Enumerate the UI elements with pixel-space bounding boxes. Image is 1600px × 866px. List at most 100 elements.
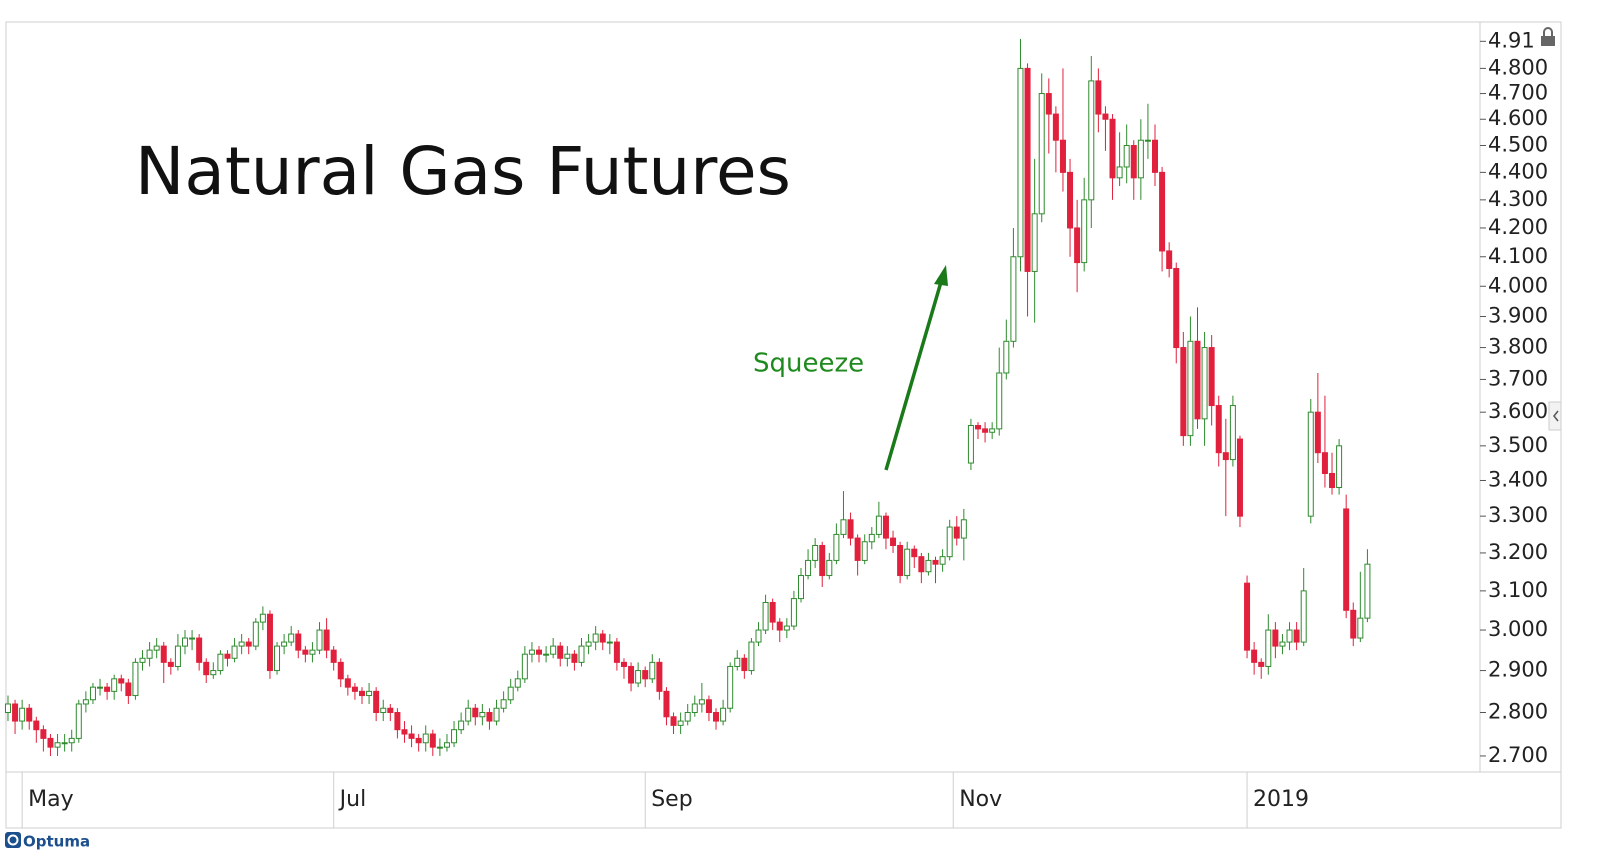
candle-body xyxy=(762,601,769,631)
candle-body xyxy=(1031,213,1038,272)
candle-body xyxy=(528,649,535,655)
candle-body xyxy=(741,657,748,672)
candle-body xyxy=(443,742,450,748)
collapse-tab xyxy=(1548,401,1562,431)
candle-body xyxy=(847,519,854,539)
candle-body xyxy=(1321,452,1328,474)
candle-body xyxy=(394,711,401,731)
logo xyxy=(5,832,21,848)
candle-body xyxy=(677,720,684,726)
candle-body xyxy=(1038,93,1045,215)
y-tick-label: 3.800 xyxy=(1488,335,1548,359)
candle-body xyxy=(4,703,11,713)
candle-body xyxy=(47,737,54,748)
candle-body xyxy=(698,699,705,705)
candle-body xyxy=(727,665,734,709)
candle-body xyxy=(1045,93,1052,115)
candle-body xyxy=(1343,508,1350,611)
candle-body xyxy=(160,645,167,663)
candle-body xyxy=(797,575,804,600)
candle-body xyxy=(302,649,309,655)
candle-body xyxy=(1059,139,1066,173)
candle-body xyxy=(323,629,330,651)
candle-body xyxy=(585,641,592,647)
candle-body xyxy=(210,670,217,676)
candle-body xyxy=(33,720,40,731)
candle-body xyxy=(203,661,210,676)
candle-body xyxy=(1307,411,1314,517)
candle-body xyxy=(196,637,203,663)
candle-body xyxy=(288,633,295,643)
candle-body xyxy=(167,661,174,667)
candle-body xyxy=(989,428,996,433)
candle-body xyxy=(408,733,415,739)
candle-body xyxy=(1003,340,1010,374)
candle-body xyxy=(1286,629,1293,643)
arrow xyxy=(884,265,948,471)
candle-body xyxy=(1144,139,1151,142)
candle-body xyxy=(705,699,712,713)
candle-body xyxy=(1017,67,1024,258)
y-tick-label: 2.700 xyxy=(1488,743,1548,767)
candle-body xyxy=(967,425,974,464)
candle-body xyxy=(1109,118,1116,179)
candle-body xyxy=(932,559,939,565)
candle-body xyxy=(125,682,132,697)
x-tick-label: May xyxy=(28,787,73,812)
candle-body xyxy=(1300,590,1307,643)
candle-body xyxy=(146,649,153,659)
candle-body xyxy=(153,645,160,651)
candle-body xyxy=(1222,452,1229,461)
candle-body xyxy=(790,598,797,627)
candle-body xyxy=(1336,445,1343,489)
candle-body xyxy=(373,690,380,713)
candle-body xyxy=(663,690,670,718)
candle-body xyxy=(826,559,833,577)
candle-body xyxy=(174,645,181,667)
x-tick-label: Jul xyxy=(338,787,367,812)
candle-body xyxy=(245,641,252,647)
candle-body xyxy=(543,653,550,656)
candle-body xyxy=(1208,347,1215,407)
candle-body xyxy=(684,711,691,722)
candle-body xyxy=(26,707,33,722)
candle-body xyxy=(61,742,68,745)
candle-body xyxy=(351,686,358,692)
x-tick-label: 2019 xyxy=(1253,787,1309,812)
candle-body xyxy=(89,686,96,701)
candle-body xyxy=(1293,629,1300,643)
candle-body xyxy=(132,661,139,697)
candle-body xyxy=(1159,171,1166,252)
candle-body xyxy=(812,544,819,561)
candle-body xyxy=(748,641,755,672)
candle-body xyxy=(1194,340,1201,420)
candle-body xyxy=(599,633,606,643)
candle-body xyxy=(40,729,47,739)
candle-body xyxy=(1130,145,1137,179)
candle-body xyxy=(514,678,521,688)
candle-body xyxy=(1081,199,1088,264)
chart-title: Natural Gas Futures xyxy=(135,133,791,210)
candle-body xyxy=(946,526,953,558)
y-tick-label: 4.800 xyxy=(1488,55,1548,79)
candle-body xyxy=(1350,609,1357,639)
candle-body xyxy=(1173,267,1180,349)
candle-body xyxy=(755,629,762,643)
candle-body xyxy=(734,657,741,667)
candle-body xyxy=(670,716,677,726)
candle-body xyxy=(337,661,344,680)
candle-body xyxy=(1152,139,1159,173)
y-tick-label: 4.300 xyxy=(1488,187,1548,211)
candle-body xyxy=(1314,411,1321,454)
candle-body xyxy=(974,425,981,430)
candle-body xyxy=(344,678,351,688)
candle-body xyxy=(939,556,946,565)
candle-body xyxy=(1024,67,1031,272)
candle-body xyxy=(1067,171,1074,229)
candle-body xyxy=(649,661,656,680)
candle-body xyxy=(387,707,394,713)
candle-body xyxy=(592,633,599,643)
candle-body xyxy=(1357,617,1364,639)
candle-body xyxy=(401,729,408,735)
candle-body xyxy=(628,665,635,684)
